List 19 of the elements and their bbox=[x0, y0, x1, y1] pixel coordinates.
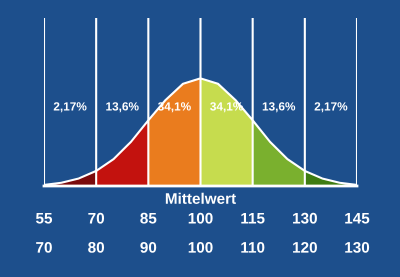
x-tick-label: 145 bbox=[345, 212, 370, 224]
x-axis-title: Mittelwert bbox=[166, 192, 236, 204]
annotation: 13,6% bbox=[262, 102, 296, 112]
x2-tick-label: 130 bbox=[345, 242, 370, 253]
x2-tick-label: 100 bbox=[188, 242, 213, 253]
annotation: 2,17% bbox=[314, 102, 348, 112]
annotation: 13,6% bbox=[106, 102, 139, 112]
x2-tick-label: 120 bbox=[293, 242, 317, 253]
x-tick-label: 85 bbox=[140, 212, 156, 224]
x-tick-label: 130 bbox=[293, 212, 317, 224]
x-tick-label: 100 bbox=[188, 212, 213, 224]
x2-tick-label: 90 bbox=[140, 242, 156, 253]
annotation: 2,17% bbox=[54, 102, 87, 112]
x2-tick-label: 70 bbox=[36, 242, 52, 253]
x-tick-label: 115 bbox=[241, 212, 265, 224]
x-tick-label: 55 bbox=[36, 212, 52, 224]
x2-tick-label: 80 bbox=[88, 242, 104, 253]
x-tick-label: 70 bbox=[88, 212, 104, 224]
x2-tick-label: 110 bbox=[241, 242, 264, 253]
